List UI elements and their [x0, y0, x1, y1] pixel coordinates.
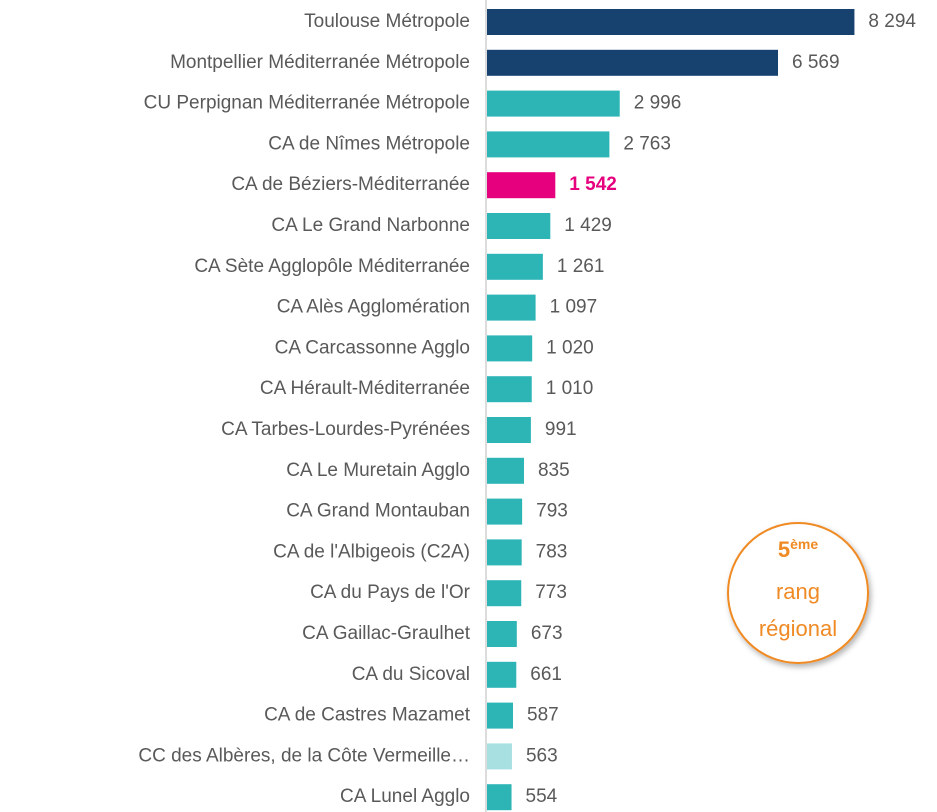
- bar: [487, 498, 523, 525]
- value-label: 2 996: [634, 93, 682, 114]
- value-label: 563: [526, 745, 558, 766]
- value-label: 587: [527, 705, 559, 726]
- value-label: 991: [545, 419, 577, 440]
- badge-line: régional: [759, 616, 837, 641]
- rank-number: 5: [778, 537, 790, 562]
- badge-line: rang: [776, 579, 820, 604]
- bar: [487, 90, 620, 117]
- bar: [487, 457, 524, 484]
- category-label: CA Sète Agglopôle Méditerranée: [194, 256, 470, 277]
- value-label: 783: [536, 541, 568, 562]
- value-label: 1 010: [546, 378, 594, 399]
- value-label: 1 097: [550, 297, 598, 318]
- category-label: CC des Albères, de la Côte Vermeille…: [138, 745, 470, 766]
- value-label: 8 294: [868, 11, 916, 32]
- category-label: CA du Sicoval: [352, 664, 470, 685]
- value-label: 793: [536, 501, 568, 522]
- value-label: 6 569: [792, 52, 840, 73]
- category-label: CA de Béziers-Méditerranée: [231, 174, 470, 195]
- bar: [487, 294, 536, 321]
- bar: [487, 743, 512, 770]
- value-label: 2 763: [623, 133, 671, 154]
- rank-suffix: ème: [790, 536, 818, 552]
- bar: [487, 621, 517, 647]
- value-label: 554: [526, 786, 558, 807]
- category-label: CA Le Grand Narbonne: [271, 215, 470, 236]
- rank-badge: 5ème rang régional: [727, 522, 869, 664]
- bar: [487, 49, 779, 76]
- category-label: CA Tarbes-Lourdes-Pyrénées: [221, 419, 470, 440]
- value-label: 673: [531, 623, 563, 644]
- category-label: Toulouse Métropole: [304, 11, 470, 32]
- bar: [487, 580, 522, 607]
- bar: [487, 702, 514, 729]
- category-label: CA du Pays de l'Or: [310, 582, 471, 603]
- value-label: 773: [535, 582, 567, 603]
- category-label: CA Carcassonne Agglo: [275, 337, 470, 358]
- bar: [487, 417, 531, 443]
- bar: [487, 213, 551, 239]
- bar: [487, 661, 517, 688]
- category-label: CU Perpignan Méditerranée Métropole: [144, 93, 470, 114]
- value-label: 1 429: [564, 215, 612, 236]
- category-label: CA Grand Montauban: [286, 501, 470, 522]
- category-label: Montpellier Méditerranée Métropole: [170, 52, 470, 73]
- bar: [487, 172, 556, 199]
- value-label: 1 542: [569, 174, 617, 195]
- category-label: CA Lunel Agglo: [340, 786, 470, 807]
- bar: [487, 539, 522, 566]
- badge-rank: 5ème: [778, 536, 818, 562]
- value-label: 1 020: [546, 337, 594, 358]
- bar: [487, 9, 855, 35]
- bar: [487, 253, 543, 280]
- bar: [487, 335, 533, 362]
- value-label: 661: [530, 664, 562, 685]
- bar: [487, 376, 532, 403]
- category-label: CA Alès Agglomération: [277, 297, 470, 318]
- category-label: CA Hérault-Méditerranée: [260, 378, 470, 399]
- bar: [487, 131, 610, 158]
- category-label: CA de Nîmes Métropole: [268, 133, 470, 154]
- category-label: CA Gaillac-Graulhet: [302, 623, 471, 644]
- category-label: CA Le Muretain Agglo: [286, 460, 470, 481]
- value-label: 1 261: [557, 256, 605, 277]
- category-label: CA de Castres Mazamet: [264, 705, 471, 726]
- category-label: CA de l'Albigeois (C2A): [273, 541, 470, 562]
- badge-circle: [727, 522, 869, 664]
- value-label: 835: [538, 460, 570, 481]
- bar: [487, 784, 512, 811]
